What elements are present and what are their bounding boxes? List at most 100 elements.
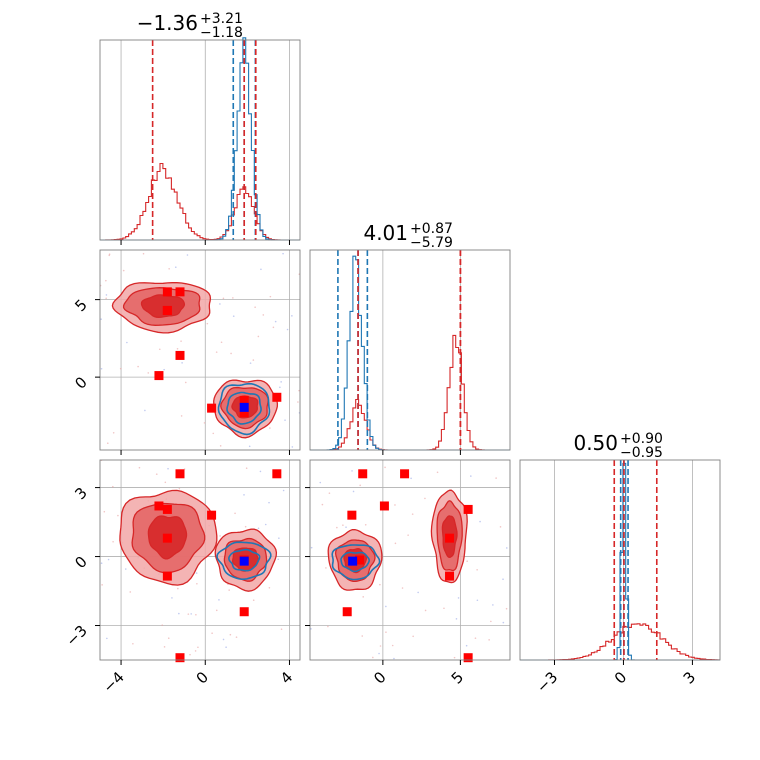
scatter-point-0: [122, 269, 125, 272]
title-value-2: 0.50: [573, 431, 618, 455]
y-tick-label-2-0: −3: [62, 622, 90, 650]
scatter-point-1: [219, 535, 221, 537]
x-tick-label-0-1: 0: [193, 668, 212, 687]
scatter-point-2: [436, 471, 439, 474]
truth-marker-0-5: [239, 395, 249, 405]
scatter-point-0: [206, 322, 209, 325]
truth-marker-0-9: [175, 287, 185, 297]
scatter-point-1: [215, 609, 218, 612]
scatter-point-1: [282, 489, 285, 492]
scatter-point-0: [144, 409, 146, 412]
scatter-point-1: [257, 527, 260, 530]
scatter-point-0: [100, 367, 103, 370]
contour-line-red-1-0-0: [119, 489, 218, 586]
x-tick-label-0-0: −4: [100, 668, 128, 696]
scatter-point-2: [457, 597, 460, 599]
scatter-point-2: [417, 591, 419, 594]
scatter-point-2: [325, 567, 327, 569]
scatter-point-2: [455, 618, 458, 620]
scatter-point-1: [211, 632, 213, 634]
scatter-point-2: [361, 635, 364, 637]
scatter-point-0: [212, 432, 215, 435]
contour-line-red-0-1-1: [220, 386, 269, 430]
scatter-point-1: [252, 599, 255, 602]
scatter-point-1: [278, 537, 280, 539]
scatter-point-1: [117, 514, 119, 517]
truth-marker-0-3: [154, 371, 164, 381]
scatter-point-0: [279, 386, 281, 389]
truth-marker-2-8: [445, 571, 455, 581]
scatter-point-1: [171, 597, 173, 599]
scatter-point-2: [359, 484, 361, 487]
scatter-point-0: [220, 341, 223, 344]
scatter-point-0: [105, 279, 107, 282]
title-value-1: 4.01: [363, 221, 408, 245]
contour-fill-group-0: [100, 252, 300, 448]
scatter-point-1: [218, 599, 220, 601]
contour-line-red-1-0-2: [147, 515, 188, 560]
title-plus-0: +3.21: [200, 11, 243, 27]
contour-line-blue-1-0-1: [228, 548, 261, 572]
scatter-point-1: [225, 646, 227, 649]
blue-marker-0: [239, 402, 249, 412]
scatter-point-2: [410, 477, 412, 480]
scatter-point-0: [291, 315, 293, 317]
panel-frame-0: [99, 249, 301, 451]
scatter-point-0: [262, 314, 265, 316]
contour-line-blue-0-0-1: [226, 391, 262, 425]
truth-marker-2-3: [379, 501, 389, 511]
truth-marker-1-2: [175, 469, 185, 479]
scatter-point-1: [129, 591, 132, 593]
title-plus-2: +0.90: [620, 431, 663, 447]
panel-frame-layer: [99, 39, 721, 661]
title-minus-1: −5.79: [410, 235, 453, 251]
scatter-point-2: [412, 635, 414, 638]
contour-line-red-1-1-0: [214, 528, 278, 592]
scatter-point-1: [106, 637, 108, 640]
scatter-point-0: [280, 381, 282, 383]
panel-frame-diag-1: [309, 249, 511, 451]
truth-marker-2-6: [358, 469, 368, 479]
scatter-point-2: [319, 481, 322, 484]
scatter-point-2: [385, 631, 387, 633]
contour-line-red-0-0-0: [111, 282, 212, 334]
scatter-point-1: [189, 653, 191, 656]
histogram-blue-1: [310, 255, 510, 451]
scatter-point-1: [195, 572, 198, 574]
scatter-point-1: [244, 525, 247, 528]
scatter-point-1: [167, 467, 169, 470]
scatter-point-1: [178, 612, 180, 615]
contour-line-red-2-1-2: [441, 515, 458, 558]
scatter-point-2: [424, 497, 426, 500]
scatter-point-0: [291, 446, 294, 448]
scatter-point-2: [499, 526, 502, 528]
x-tick-label-2-1: 0: [611, 668, 630, 687]
contour-line-layer: [111, 282, 468, 592]
title-plus-1: +0.87: [410, 221, 453, 237]
scatter-point-0: [180, 415, 183, 417]
scatter-point-0: [219, 445, 222, 447]
scatter-point-0: [168, 268, 170, 270]
scatter-point-2: [502, 578, 504, 580]
x-tick-label-0-2: 4: [277, 668, 296, 687]
scatter-point-0: [284, 419, 286, 421]
contour-line-group-0: [111, 282, 279, 439]
scatter-point-1: [259, 470, 262, 473]
scatter-point-0: [297, 401, 299, 403]
y-tick-label-1-1: 5: [71, 296, 90, 315]
scatter-point-0: [232, 315, 235, 317]
contour-line-red-2-0-1: [334, 539, 376, 583]
scatter-point-0: [106, 442, 109, 445]
scatter-point-2: [411, 513, 414, 515]
scatter-point-0: [184, 381, 187, 384]
truth-marker-0-4: [207, 403, 217, 413]
scatter-point-2: [321, 503, 324, 506]
contour-line-blue-1-0-0: [216, 541, 272, 580]
truth-marker-1-8: [162, 571, 172, 581]
scatter-point-0: [269, 295, 272, 298]
scatter-point-1: [243, 494, 245, 496]
contour-line-group-2: [327, 489, 468, 591]
scatter-point-2: [488, 639, 490, 641]
scatter-point-1: [195, 613, 197, 616]
truth-marker-0-0: [162, 287, 172, 297]
